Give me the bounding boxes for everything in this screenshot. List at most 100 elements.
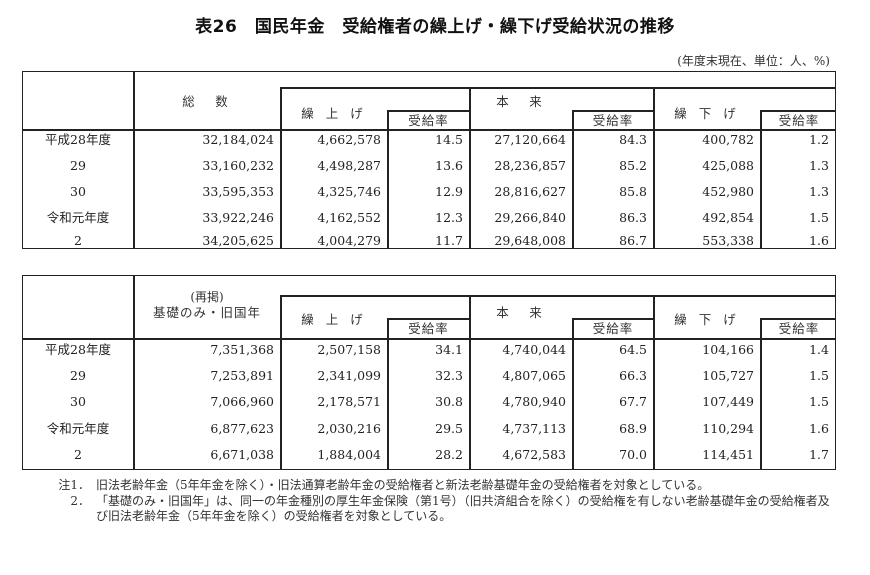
row-year: 30 [70, 184, 86, 199]
cell-total: 7,066,960 [210, 394, 274, 409]
cell-deferred-rate: 1.2 [809, 132, 829, 147]
divider [653, 295, 655, 469]
cell-early-rate: 14.5 [435, 132, 463, 147]
header-early: 繰 上 げ [301, 312, 367, 327]
divider [653, 87, 655, 248]
cell-deferred-rate: 1.6 [809, 421, 829, 436]
cell-deferred-rate: 1.5 [809, 394, 829, 409]
cell-normal-rate: 84.3 [619, 132, 647, 147]
divider [387, 318, 389, 469]
footnote-number: 2． [70, 493, 90, 508]
divider [281, 87, 835, 89]
header-total-note: (再掲) [190, 290, 224, 304]
row-year: 令和元年度 [46, 210, 110, 225]
cell-early-rate: 29.5 [435, 421, 463, 436]
header-total: 総 数 [182, 94, 232, 109]
cell-early-rate: 13.6 [435, 158, 463, 173]
cell-total: 6,671,038 [210, 447, 274, 462]
cell-deferred: 110,294 [702, 421, 754, 436]
footnote-1: 注1． 旧法老齢年金（5年年金を除く）・旧法通算老齢年金の受給権者と新法老齢基礎… [50, 478, 840, 494]
cell-deferred-rate: 1.5 [809, 210, 829, 225]
cell-normal: 29,648,008 [494, 233, 566, 248]
cell-total: 34,205,625 [202, 233, 274, 248]
cell-total: 32,184,024 [202, 132, 274, 147]
cell-normal: 27,120,664 [494, 132, 566, 147]
table-basic-only-recipients: (再掲) 基礎のみ・旧国年 繰 上 げ 受給率 本 来 受給率 繰 下 げ 受給… [22, 275, 836, 470]
cell-deferred: 553,338 [702, 233, 754, 248]
cell-normal-rate: 66.3 [619, 368, 647, 383]
unit-label: (年度末現在、単位：人、%) [677, 54, 830, 68]
cell-early-rate: 32.3 [435, 368, 463, 383]
divider [572, 318, 654, 320]
header-early: 繰 上 げ [301, 106, 367, 121]
row-year: 29 [70, 158, 86, 173]
divider [760, 318, 835, 320]
row-year: 2 [74, 233, 82, 248]
header-total: 基礎のみ・旧国年 [152, 305, 261, 320]
cell-deferred-rate: 1.6 [809, 233, 829, 248]
divider [387, 318, 469, 320]
cell-early: 4,325,746 [317, 184, 381, 199]
divider [760, 318, 762, 469]
table-total-recipients: 総 数 繰 上 げ 受給率 本 来 受給率 繰 下 げ 受給率 平成28年度 3… [22, 71, 836, 249]
row-year: 2 [74, 447, 82, 462]
divider [572, 110, 574, 248]
row-year: 29 [70, 368, 86, 383]
cell-deferred: 107,449 [702, 394, 754, 409]
cell-normal: 4,807,065 [502, 368, 566, 383]
cell-total: 33,922,246 [202, 210, 274, 225]
cell-early: 4,162,552 [317, 210, 381, 225]
footnote-text: 旧法老齢年金（5年年金を除く）・旧法通算老齢年金の受給権者と新法老齢基礎年金の受… [96, 478, 710, 492]
divider [387, 110, 469, 112]
row-year: 30 [70, 394, 86, 409]
cell-total: 33,160,232 [202, 158, 274, 173]
cell-normal: 4,740,044 [502, 342, 566, 357]
cell-normal: 28,236,857 [494, 158, 566, 173]
cell-normal: 4,672,583 [502, 447, 566, 462]
cell-early-rate: 28.2 [435, 447, 463, 462]
divider [280, 295, 282, 469]
cell-deferred-rate: 1.5 [809, 368, 829, 383]
cell-normal-rate: 86.3 [619, 210, 647, 225]
cell-early: 2,178,571 [317, 394, 381, 409]
header-normal: 本 来 [496, 305, 546, 320]
row-year: 平成28年度 [45, 132, 111, 147]
cell-early: 2,507,158 [317, 342, 381, 357]
cell-total: 33,595,353 [202, 184, 274, 199]
header-deferred: 繰 下 げ [674, 312, 740, 327]
row-year: 令和元年度 [46, 421, 110, 436]
cell-normal-rate: 68.9 [619, 421, 647, 436]
cell-total: 7,351,368 [210, 342, 274, 357]
cell-early: 1,884,004 [317, 447, 381, 462]
cell-normal-rate: 85.2 [619, 158, 647, 173]
cell-total: 6,877,623 [210, 421, 274, 436]
divider [280, 87, 282, 248]
divider [760, 110, 762, 248]
cell-deferred: 105,727 [702, 368, 754, 383]
cell-deferred: 492,854 [702, 210, 754, 225]
divider [133, 276, 135, 469]
header-deferred: 繰 下 げ [674, 106, 740, 121]
cell-early-rate: 30.8 [435, 394, 463, 409]
divider [760, 110, 835, 112]
cell-deferred-rate: 1.7 [809, 447, 829, 462]
divider [572, 110, 654, 112]
cell-deferred: 425,088 [702, 158, 754, 173]
cell-early: 2,030,216 [317, 421, 381, 436]
cell-normal: 4,780,940 [502, 394, 566, 409]
cell-deferred-rate: 1.3 [809, 158, 829, 173]
header-deferred-rate: 受給率 [778, 113, 820, 128]
cell-deferred: 104,166 [702, 342, 754, 357]
cell-normal-rate: 70.0 [619, 447, 647, 462]
cell-early-rate: 12.9 [435, 184, 463, 199]
header-normal: 本 来 [496, 94, 546, 109]
divider [281, 295, 835, 297]
divider [469, 295, 471, 469]
cell-deferred: 114,451 [702, 447, 754, 462]
cell-deferred-rate: 1.3 [809, 184, 829, 199]
header-normal-rate: 受給率 [592, 113, 634, 128]
cell-early-rate: 12.3 [435, 210, 463, 225]
header-early-rate: 受給率 [408, 113, 449, 128]
header-divider [23, 129, 835, 131]
cell-early: 4,004,279 [317, 233, 381, 248]
